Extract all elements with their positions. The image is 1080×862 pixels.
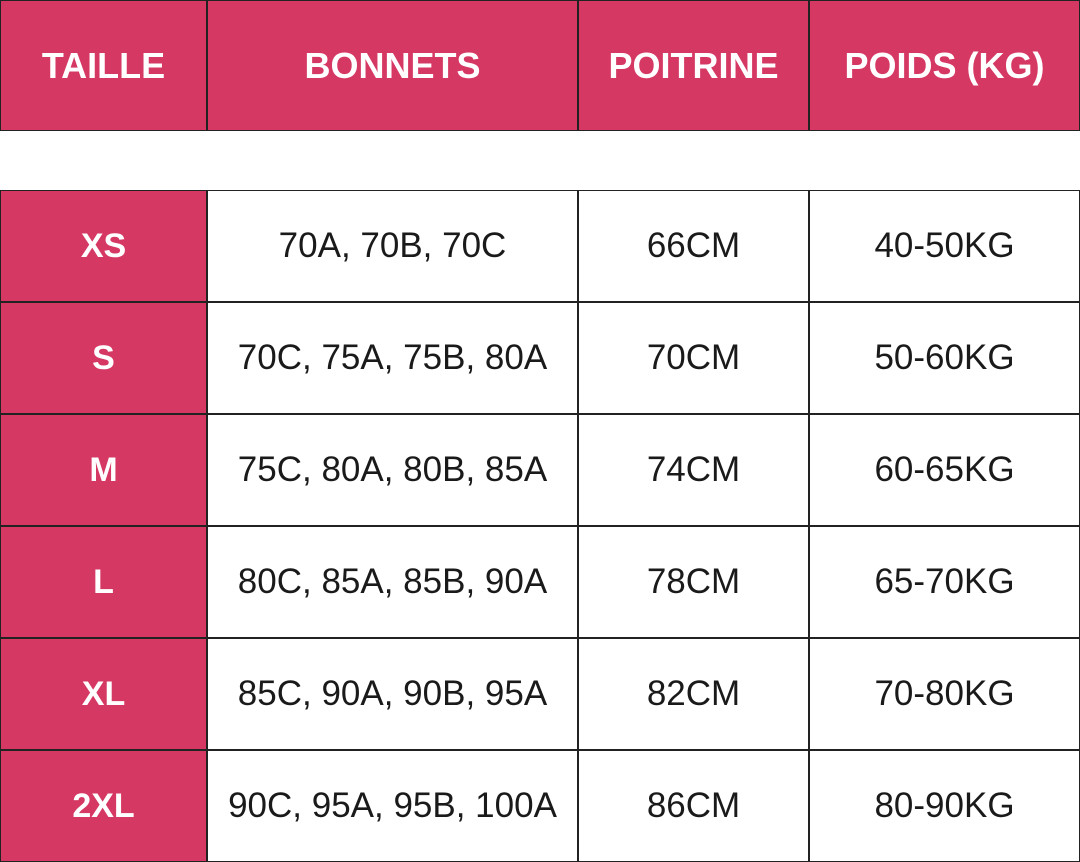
size-cell-text: S — [92, 338, 115, 377]
table-cell-text: 75C, 80A, 80B, 85A — [237, 450, 548, 489]
table-cell-text: 65-70KG — [874, 562, 1015, 601]
table-cell-text: 90C, 95A, 95B, 100A — [228, 786, 557, 825]
size-cell: XS — [0, 190, 207, 302]
size-cell: S — [0, 302, 207, 414]
table-cell: 86CM — [578, 750, 809, 862]
size-cell: M — [0, 414, 207, 526]
size-cell: 2XL — [0, 750, 207, 862]
table-cell-text: 74CM — [646, 450, 741, 489]
table-cell-text: 70C, 75A, 75B, 80A — [237, 338, 548, 377]
header-cell-text: BONNETS — [304, 44, 481, 86]
header-cell: POIDS (KG) — [809, 0, 1080, 131]
table-cell-text: 70-80KG — [874, 674, 1015, 713]
table-cell-text: 70A, 70B, 70C — [278, 226, 507, 265]
size-cell: L — [0, 526, 207, 638]
table-cell: 66CM — [578, 190, 809, 302]
table-cell: 70A, 70B, 70C — [207, 190, 578, 302]
table-cell-text: 50-60KG — [874, 338, 1015, 377]
table-cell-text: 60-65KG — [874, 450, 1015, 489]
table-cell: 70-80KG — [809, 638, 1080, 750]
table-cell-text: 80-90KG — [874, 786, 1015, 825]
table-cell-text: 82CM — [646, 674, 741, 713]
table-cell: 80-90KG — [809, 750, 1080, 862]
table-cell: 85C, 90A, 90B, 95A — [207, 638, 578, 750]
size-cell: XL — [0, 638, 207, 750]
header-cell-text: TAILLE — [41, 44, 166, 86]
table-cell: 74CM — [578, 414, 809, 526]
size-cell-text: M — [89, 450, 118, 489]
table-cell: 40-50KG — [809, 190, 1080, 302]
table-cell: 65-70KG — [809, 526, 1080, 638]
table-cell: 70C, 75A, 75B, 80A — [207, 302, 578, 414]
size-cell-text: XL — [81, 674, 126, 713]
size-cell-text: L — [93, 562, 114, 601]
header-cell: BONNETS — [207, 0, 578, 131]
header-cell-text: POITRINE — [608, 44, 779, 86]
table-cell-text: 78CM — [646, 562, 741, 601]
table-cell-text: 70CM — [646, 338, 741, 377]
table-cell: 90C, 95A, 95B, 100A — [207, 750, 578, 862]
table-cell-text: 86CM — [646, 786, 741, 825]
table-cell: 50-60KG — [809, 302, 1080, 414]
table-cell: 80C, 85A, 85B, 90A — [207, 526, 578, 638]
table-cell-text: 40-50KG — [874, 226, 1015, 265]
table-cell-text: 66CM — [646, 226, 741, 265]
table-cell: 75C, 80A, 80B, 85A — [207, 414, 578, 526]
header-cell: POITRINE — [578, 0, 809, 131]
table-cell: 82CM — [578, 638, 809, 750]
header-cell: TAILLE — [0, 0, 207, 131]
table-cell: 78CM — [578, 526, 809, 638]
size-cell-text: XS — [80, 226, 127, 265]
size-cell-text: 2XL — [72, 786, 135, 825]
table-cell: 70CM — [578, 302, 809, 414]
header-cell-text: POIDS (KG) — [844, 44, 1045, 86]
table-cell: 60-65KG — [809, 414, 1080, 526]
table-cell-text: 80C, 85A, 85B, 90A — [237, 562, 548, 601]
table-cell-text: 85C, 90A, 90B, 95A — [237, 674, 548, 713]
